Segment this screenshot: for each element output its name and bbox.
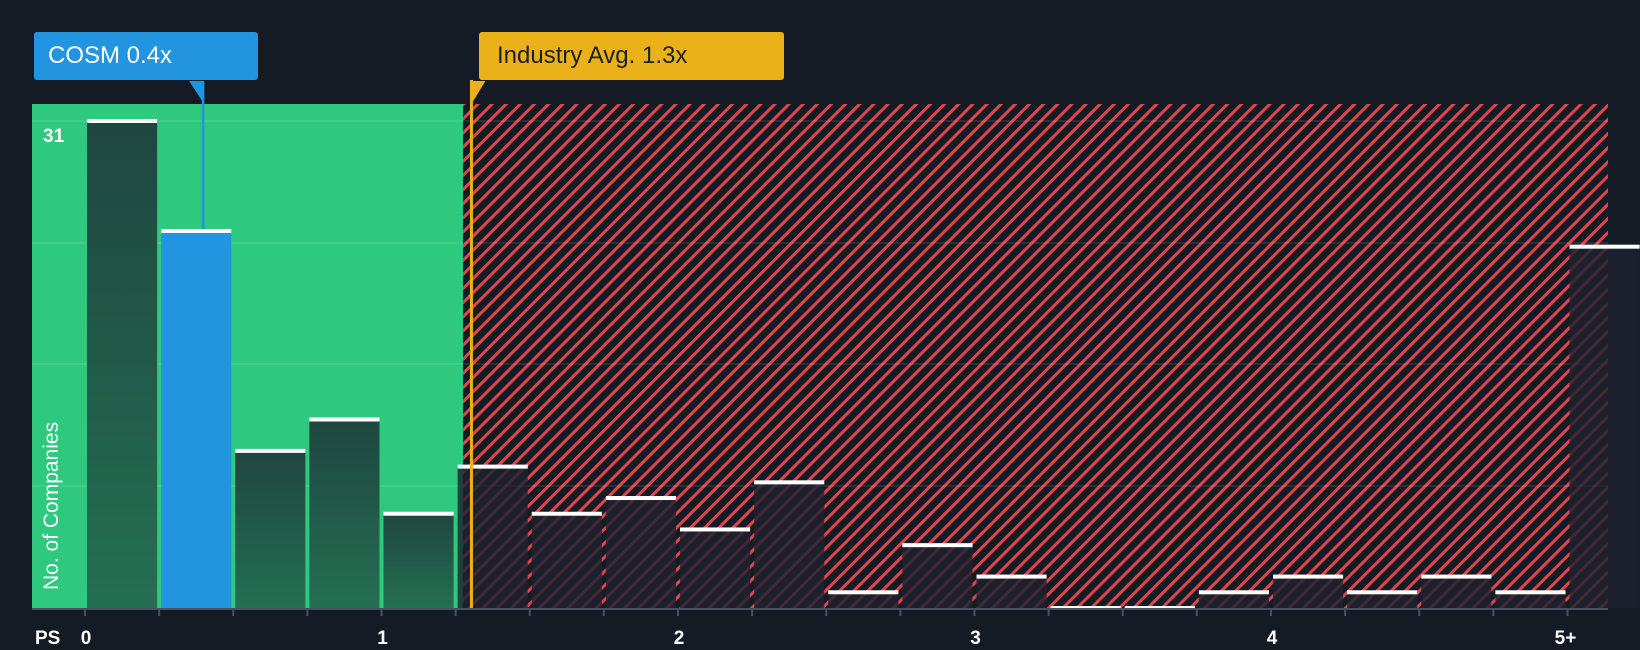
x-tick-label: 2: [673, 628, 685, 649]
bar-cap: [976, 574, 1047, 579]
y-max-label: 31: [43, 126, 65, 147]
highlighted-bar: [161, 230, 232, 608]
histogram-bar: [754, 482, 825, 608]
histogram-bar: [531, 513, 602, 608]
bar-cap: [87, 119, 158, 123]
y-axis-title: No. of Companies: [40, 421, 63, 590]
x-tick-label: 3: [970, 628, 981, 649]
bar-cap: [680, 527, 751, 532]
cosm-callout: COSM 0.4x: [34, 32, 258, 80]
histogram-bar: [1495, 592, 1566, 608]
histogram-bar: [1198, 592, 1269, 608]
bar-cap: [383, 511, 454, 516]
bar-cap: [457, 464, 528, 469]
bar-cap: [309, 417, 380, 422]
bar-cap: [1198, 590, 1269, 595]
histogram-bar: [457, 466, 528, 608]
x-tick-label: 5+: [1554, 628, 1577, 649]
x-axis-title: PS: [35, 628, 61, 649]
industry-avg-callout: Industry Avg. 1.3x: [479, 32, 784, 80]
bar-cap: [828, 590, 899, 595]
bar-cap: [754, 480, 825, 485]
histogram-bar: [87, 121, 158, 608]
x-tick-label: 0: [80, 628, 92, 649]
histogram-bar: [1273, 576, 1344, 608]
histogram-bar: [1347, 592, 1418, 608]
histogram-bar: [680, 529, 751, 608]
bar-cap: [531, 511, 602, 516]
histogram-bar: [828, 592, 899, 608]
histogram-bar: [1569, 246, 1640, 608]
industry-callout-pointer: [471, 81, 486, 104]
x-tick-label: 4: [1266, 628, 1278, 649]
histogram-bar: [383, 513, 454, 608]
histogram-bar: [235, 450, 306, 608]
histogram-bar: [976, 576, 1047, 608]
x-tick-label: 1: [377, 628, 388, 649]
histogram-bar: [1421, 576, 1492, 608]
bar-cap: [161, 228, 232, 233]
cosm-callout-pointer: [189, 81, 205, 104]
bar-cap: [1569, 244, 1640, 249]
histogram-bar: [309, 419, 380, 608]
bar-cap: [235, 448, 306, 453]
bar-cap: [605, 496, 676, 501]
bar-cap: [1421, 574, 1492, 579]
bar-cap: [902, 543, 973, 548]
histogram-bar: [605, 498, 676, 608]
bar-cap: [1495, 590, 1566, 595]
histogram-bar: [902, 545, 973, 608]
bar-cap: [1347, 590, 1418, 595]
bar-cap: [1273, 574, 1344, 579]
